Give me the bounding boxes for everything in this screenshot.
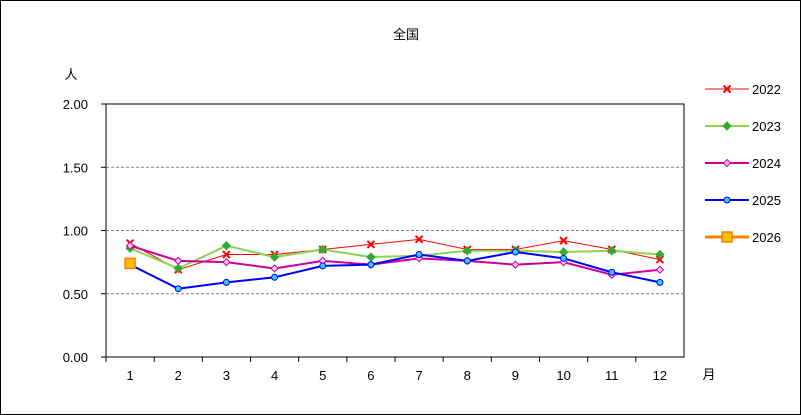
- data-point-2025: [174, 285, 182, 293]
- data-point-2023: [607, 246, 617, 256]
- legend-label-2025: 2025: [752, 193, 781, 208]
- legend-marker-2023: [722, 121, 732, 131]
- y-tick-label: 1.50: [63, 160, 88, 175]
- data-point-2022: [414, 235, 424, 244]
- data-point-2025: [608, 268, 616, 276]
- series-line-2023: [129, 244, 660, 270]
- legend-marker-2024: [722, 158, 732, 168]
- data-point-2023: [318, 244, 328, 255]
- data-point-2025: [560, 254, 568, 262]
- data-point-2023: [269, 252, 280, 262]
- x-tick-label: 9: [512, 368, 519, 383]
- data-point-2024: [270, 264, 279, 273]
- legend-label-2023: 2023: [752, 119, 781, 134]
- y-tick-label: 0.00: [63, 350, 88, 365]
- legend-label-2022: 2022: [752, 82, 781, 97]
- legend-marker-2025: [723, 196, 731, 204]
- y-axis-label: 人: [64, 67, 77, 82]
- data-point-2022: [559, 236, 568, 245]
- x-tick-label: 4: [271, 368, 278, 383]
- data-point-2023: [173, 263, 183, 274]
- legend-label-2026: 2026: [752, 230, 781, 245]
- data-point-2022: [655, 255, 665, 264]
- data-point-2025: [222, 278, 230, 286]
- series-line-2022: [129, 238, 661, 271]
- data-point-2024: [511, 260, 520, 269]
- y-tick-label: 2.00: [63, 97, 88, 112]
- chart-title: 全国: [393, 27, 419, 42]
- x-tick-label: 12: [653, 368, 667, 383]
- y-tick-label: 1.00: [63, 224, 88, 239]
- data-point-2025: [367, 261, 375, 269]
- legend-marker-2026: [721, 231, 733, 243]
- series-line-2025: [129, 250, 661, 290]
- series-line-2024: [129, 244, 661, 276]
- data-point-2025: [463, 257, 471, 265]
- data-point-2024: [125, 241, 135, 250]
- legend-label-2024: 2024: [752, 156, 781, 171]
- x-tick-label: 8: [464, 368, 471, 383]
- data-point-2022: [222, 250, 231, 259]
- data-point-2025: [415, 251, 423, 259]
- data-point-2026: [124, 257, 136, 270]
- data-point-2024: [222, 257, 231, 267]
- legend-marker-2022: [722, 84, 732, 94]
- data-point-2023: [655, 249, 665, 260]
- data-point-2023: [462, 246, 472, 256]
- x-tick-label: 3: [223, 368, 230, 383]
- y-tick-label: 0.50: [63, 287, 88, 302]
- data-point-2023: [366, 252, 376, 262]
- x-tick-label: 1: [126, 368, 133, 383]
- x-tick-label: 6: [367, 368, 374, 383]
- x-tick-label: 2: [175, 368, 182, 383]
- data-point-2025: [656, 278, 664, 286]
- x-axis-label: 月: [702, 367, 715, 382]
- x-tick-label: 10: [556, 368, 570, 383]
- data-point-2023: [221, 240, 232, 251]
- data-point-2023: [558, 247, 569, 257]
- data-point-2024: [174, 256, 183, 266]
- x-tick-label: 5: [319, 368, 326, 383]
- data-point-2024: [655, 265, 665, 274]
- data-point-2025: [271, 273, 279, 281]
- data-point-2025: [511, 248, 519, 256]
- data-point-2022: [366, 240, 376, 249]
- data-point-2025: [319, 262, 327, 270]
- x-tick-label: 7: [415, 368, 422, 383]
- x-tick-label: 11: [605, 368, 619, 383]
